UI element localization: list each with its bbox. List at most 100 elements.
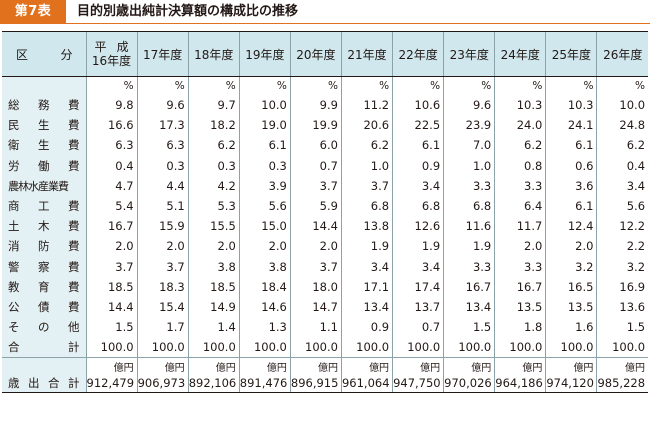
row-label-text: 衛 (8, 138, 20, 153)
value-cell: 2.0 (238, 236, 291, 257)
unit-row: %%%%%%%%%%% (2, 76, 649, 95)
value-cell: 11.6 (443, 216, 495, 237)
year-header: 17年度 (136, 31, 189, 77)
value-cell: 100.0 (596, 337, 649, 359)
row-label-text: 察 (38, 259, 50, 274)
row-label-text: 債 (38, 299, 50, 314)
value-cell: 11.7 (494, 216, 546, 237)
value-cell: 9.8 (85, 95, 138, 116)
row-label-text: 費 (68, 239, 80, 254)
row-label-text: 合 (48, 376, 60, 391)
row-label-text: 公 (8, 299, 20, 314)
value-cell: 1.0 (340, 155, 393, 176)
row-label-text: 防 (38, 239, 50, 254)
row-label-text: 商 (8, 199, 20, 214)
row-label-text: 農林水産業費 (8, 179, 69, 193)
value-cell: 16.7 (85, 216, 138, 237)
year-header-heisei16: 平 成 16年度 (85, 31, 138, 77)
value-cell: 16.6 (85, 115, 138, 136)
value-cell: 9.7 (187, 95, 240, 116)
table-row: 労働費 0.4 0.3 0.3 0.3 0.7 1.0 0.9 1.0 0.8 0.6 0.4 (2, 155, 649, 176)
year-header: 21年度 (340, 31, 393, 77)
value-cell: 3.4 (596, 175, 649, 196)
value-cell: 10.6 (392, 95, 444, 116)
row-label-text: 費 (68, 299, 80, 314)
value-cell: 4.4 (136, 175, 189, 196)
value-cell: 14.7 (289, 296, 342, 318)
value-cell: 3.2 (596, 256, 649, 277)
value-cell: 3.3 (494, 256, 546, 277)
total-amount-cell: 974,120 (545, 374, 597, 394)
value-cell: 1.9 (340, 236, 393, 257)
value-cell: 18.5 (187, 276, 240, 297)
row-label: 教育費 (2, 276, 86, 297)
value-cell: 1.8 (494, 317, 546, 338)
heisei-year: 16年度 (91, 54, 132, 68)
value-cell: 16.7 (494, 276, 546, 297)
value-cell: 12.2 (596, 216, 649, 237)
value-cell: 0.8 (494, 155, 546, 176)
value-cell: 17.4 (392, 276, 444, 297)
value-cell: 14.6 (238, 296, 291, 318)
row-label-text: 合 (8, 340, 20, 355)
value-cell: 16.5 (545, 276, 597, 297)
row-label-text: 費 (68, 118, 80, 133)
value-cell: 6.2 (596, 135, 649, 156)
value-cell: 3.7 (340, 175, 393, 196)
value-cell: 1.7 (136, 317, 189, 338)
value-cell: 3.7 (289, 256, 342, 277)
value-cell: 4.2 (187, 175, 240, 196)
row-label-text: 生 (38, 118, 50, 133)
value-cell: 5.4 (85, 195, 138, 217)
row-label-text: 費 (68, 199, 80, 214)
total-amount-cell: 947,750 (392, 374, 444, 394)
row-label: 総務費 (2, 95, 86, 116)
row-label-text: 他 (68, 320, 80, 335)
value-cell: 17.1 (340, 276, 393, 297)
value-cell: 0.3 (136, 155, 189, 176)
value-cell: 18.4 (238, 276, 291, 297)
value-cell: 100.0 (238, 337, 291, 359)
value-cell: 15.4 (136, 296, 189, 318)
value-cell: 10.0 (238, 95, 291, 116)
unit-cell: 億円 (238, 357, 291, 375)
total-amount-cell: 961,064 (340, 374, 393, 394)
row-label: 労働費 (2, 155, 86, 176)
value-cell: 12.4 (545, 216, 597, 237)
row-label-text: 生 (38, 138, 50, 153)
unit-cell: 億円 (340, 357, 393, 375)
value-cell: 17.3 (136, 115, 189, 136)
value-cell: 14.4 (85, 296, 138, 318)
value-cell: 3.7 (289, 175, 342, 196)
value-cell: 3.7 (136, 256, 189, 277)
row-label-empty (2, 76, 86, 95)
value-cell: 13.5 (494, 296, 546, 318)
table-header-bar: 第7表 目的別歳出純計決算額の構成比の推移 (0, 0, 650, 30)
row-label-empty (2, 357, 86, 375)
row-label-text: 務 (38, 98, 50, 113)
value-cell: 6.3 (85, 135, 138, 156)
row-label: 消防費 (2, 236, 86, 257)
unit-cell: 億円 (443, 357, 495, 375)
total-amount-cell: 896,915 (289, 374, 342, 394)
total-amount-cell: 892,106 (187, 374, 240, 394)
value-cell: 6.8 (340, 195, 393, 217)
row-label: 土木費 (2, 216, 86, 237)
row-label: 商工費 (2, 195, 86, 217)
unit-cell: % (443, 76, 495, 95)
value-cell: 2.0 (136, 236, 189, 257)
value-cell: 100.0 (392, 337, 444, 359)
value-cell: 4.7 (85, 175, 138, 196)
value-cell: 6.3 (136, 135, 189, 156)
value-cell: 10.3 (494, 95, 546, 116)
value-cell: 0.7 (392, 317, 444, 338)
value-cell: 100.0 (494, 337, 546, 359)
year-header: 19年度 (238, 31, 291, 77)
value-cell: 2.2 (596, 236, 649, 257)
value-cell: 13.4 (443, 296, 495, 318)
value-cell: 1.5 (596, 317, 649, 338)
unit-cell: % (85, 76, 138, 95)
year-header: 20年度 (289, 31, 342, 77)
total-amount-cell: 891,476 (238, 374, 291, 394)
value-cell: 10.3 (545, 95, 597, 116)
